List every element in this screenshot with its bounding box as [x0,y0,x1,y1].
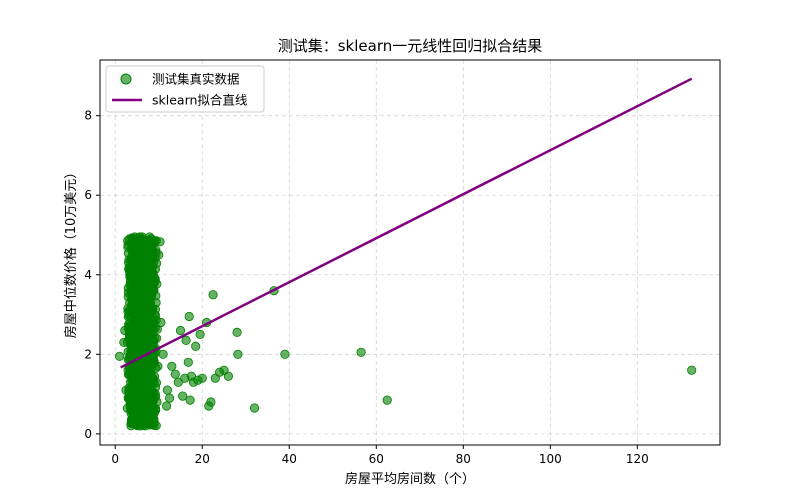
scatter-point [223,371,233,381]
scatter-point [147,387,157,397]
scatter-point [126,348,136,358]
scatter-point [143,364,153,374]
scatter-point [138,271,148,281]
scatter-series [115,232,697,431]
scatter-point [155,237,165,247]
scatter-point [191,341,201,351]
legend-scatter-marker [120,73,132,85]
scatter-point [144,326,154,336]
scatter-point [132,288,142,299]
scatter-point [140,294,150,304]
scatter-point [185,395,195,405]
scatter-point [147,333,157,344]
scatter-point [178,391,188,401]
scatter-point [137,387,147,397]
fit-line [120,77,693,369]
scatter-point [184,311,194,322]
scatter-point [356,347,366,357]
grid [100,60,720,445]
scatter-point [140,419,150,429]
scatter-point [138,282,148,292]
scatter-point [127,386,137,396]
scatter-point [141,311,151,321]
legend-label-scatter: 测试集真实数据 [152,72,240,87]
y-tick-label: 2 [84,347,92,361]
scatter-point [687,365,697,375]
scatter-point [167,361,177,371]
scatter-point [142,251,152,261]
scatter-point [146,288,156,299]
x-tick-label: 40 [282,452,297,466]
scatter-point [148,403,158,413]
scatter-point [195,329,205,339]
x-axis-label: 房屋平均房间数（个） [345,471,475,487]
x-axis-ticks: 0 20 40 60 80 100 120 [111,445,649,466]
scatter-point [162,401,172,411]
x-tick-label: 120 [626,452,649,466]
x-tick-label: 0 [111,452,119,466]
scatter-point [150,276,160,286]
y-tick-label: 0 [84,427,92,441]
scatter-point [158,349,168,359]
scatter-point [249,403,260,413]
fit-line-series [120,77,693,369]
x-tick-label: 60 [369,452,384,466]
scatter-point [127,414,137,424]
scatter-point [135,373,145,384]
scatter-point [125,306,135,317]
scatter-point [165,393,175,403]
scatter-point [151,298,161,308]
scatter-point [115,351,125,361]
scatter-point [232,327,242,337]
scatter-point [128,337,138,347]
scatter-point [129,402,139,412]
scatter-point [173,377,183,387]
scatter-point [143,238,153,248]
scatter-point [149,318,159,328]
scatter-point [162,385,172,395]
scatter-point [183,357,193,367]
y-axis-label: 房屋中位数价格（10万美元） [63,166,79,339]
scatter-point [233,349,243,359]
scatter-point [170,369,180,379]
scatter-point [181,335,191,345]
y-axis-ticks: 0 2 4 6 8 [84,109,100,441]
chart-title: 测试集：sklearn一元线性回归拟合结果 [278,37,543,55]
plot-frame [99,59,721,446]
legend: 测试集真实数据 sklearn拟合直线 [105,65,265,113]
scatter-point [137,358,147,368]
scatter-point [197,373,207,383]
scatter-point [130,255,140,265]
x-tick-label: 100 [539,452,562,466]
scatter-point [148,354,158,365]
scatter-point [382,395,392,405]
scatter-point [143,375,153,385]
legend-box [105,65,265,113]
y-tick-label: 6 [84,188,92,202]
scatter-point [128,235,138,245]
scatter-point [280,349,290,359]
y-tick-label: 8 [84,109,92,123]
y-tick-label: 4 [84,268,92,282]
scatter-point [206,397,216,407]
scatter-point [139,319,149,329]
scatter-point [208,290,218,300]
scatter-point [119,337,129,347]
scatter-point [125,366,135,377]
scatter-point [137,407,147,417]
scatter-point [175,325,186,336]
x-tick-label: 80 [456,452,471,466]
x-tick-label: 20 [195,452,210,466]
legend-label-line: sklearn拟合直线 [152,93,248,108]
